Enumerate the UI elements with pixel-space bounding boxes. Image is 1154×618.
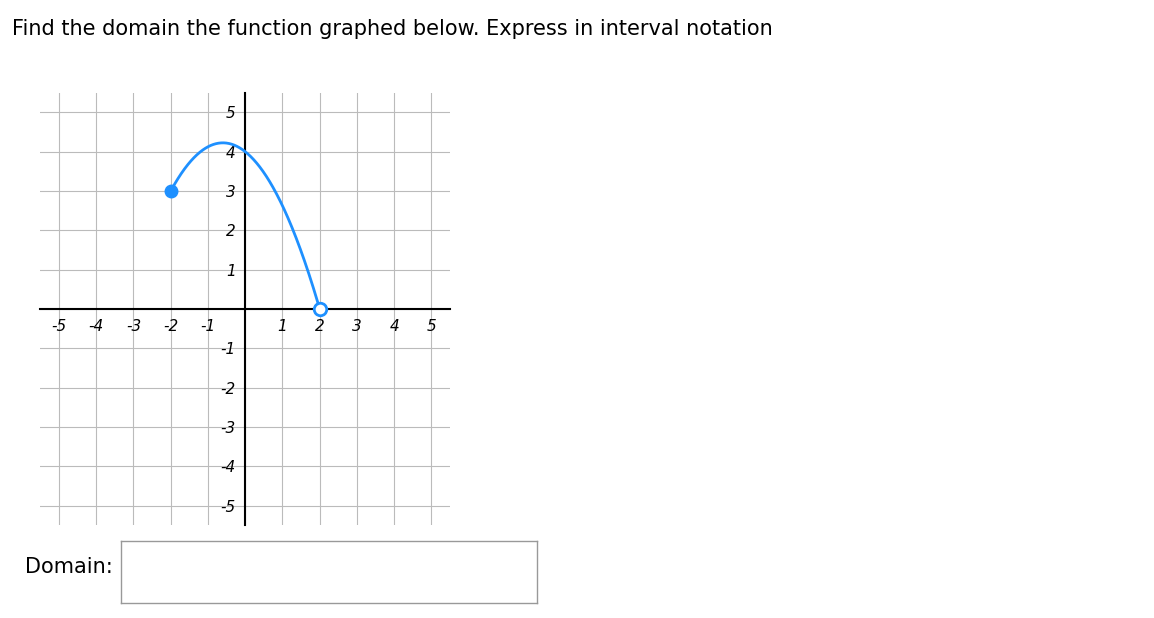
Text: Domain:: Domain: xyxy=(25,557,113,577)
Text: Find the domain the function graphed below. Express in interval notation: Find the domain the function graphed bel… xyxy=(12,19,772,38)
